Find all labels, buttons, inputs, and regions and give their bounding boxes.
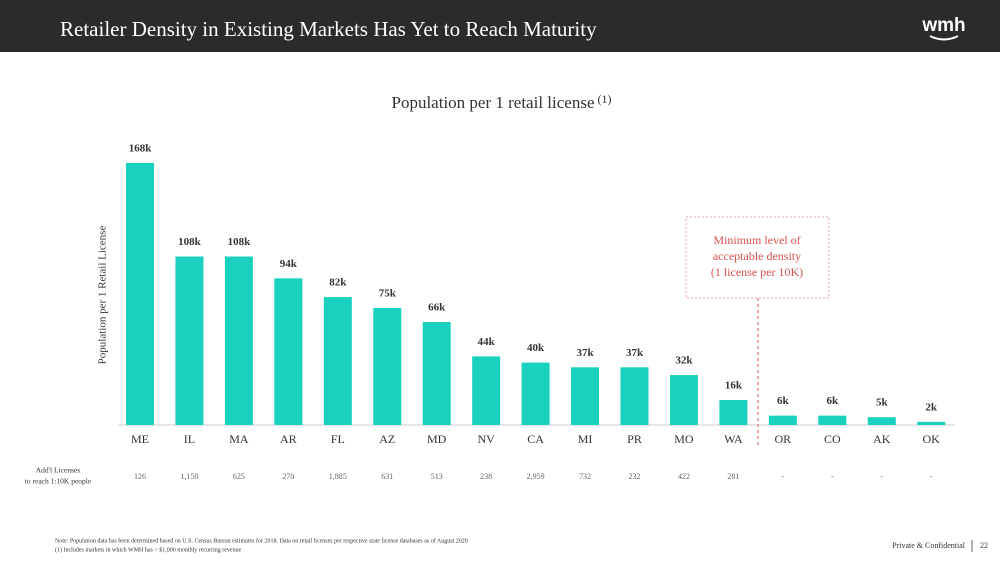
data-label: 37k [626, 347, 644, 359]
row-value: - [831, 472, 834, 481]
x-tick-label: MI [578, 432, 593, 446]
x-tick-label: WA [724, 432, 743, 446]
data-label: 75k [379, 288, 397, 300]
bar [521, 362, 550, 425]
data-label: 2k [925, 401, 938, 413]
data-label: 82k [329, 277, 347, 289]
x-tick-label: AZ [379, 432, 395, 446]
data-label: 40k [527, 342, 545, 354]
y-axis-label: Population per 1 Retail License [97, 226, 109, 365]
bar [719, 400, 748, 425]
x-tick-label: MD [427, 432, 447, 446]
confidential: Private & Confidential [892, 541, 966, 550]
annotation: acceptable density [713, 249, 801, 263]
data-label: 37k [576, 347, 594, 359]
row-label: Add'l Licenses [36, 466, 81, 475]
title-footnote: (1) [598, 92, 612, 106]
bar [768, 415, 797, 425]
bar [669, 375, 698, 425]
footnote: (1) Includes markets in which WMH has > … [55, 546, 242, 553]
bar [867, 417, 896, 425]
row-value: 270 [282, 472, 294, 481]
row-value: 1,885 [329, 472, 347, 481]
row-value: 732 [579, 472, 591, 481]
x-tick-label: NV [477, 432, 495, 446]
chart-title: Population per 1 retail license [392, 93, 595, 112]
row-value: 422 [678, 472, 690, 481]
row-value: 126 [134, 472, 146, 481]
bar [175, 256, 204, 425]
row-value: 232 [629, 472, 641, 481]
data-label: 5k [876, 397, 889, 409]
bar [620, 367, 649, 425]
row-value: - [880, 472, 883, 481]
footnote: Note: Population data has been determine… [55, 537, 468, 544]
data-label: 16k [725, 380, 743, 392]
x-tick-label: ME [131, 432, 149, 446]
header-title: Retailer Density in Existing Markets Has… [60, 17, 597, 41]
page-number: 22 [980, 541, 988, 550]
annotation: Minimum level of [713, 233, 800, 247]
x-tick-label: CA [527, 432, 544, 446]
bar [571, 367, 600, 425]
bar [274, 278, 303, 425]
bar [224, 256, 253, 425]
row-value: - [930, 472, 933, 481]
x-tick-label: OK [923, 432, 941, 446]
data-label: 32k [675, 355, 693, 367]
bar [472, 356, 501, 425]
x-tick-label: MA [229, 432, 249, 446]
bar [818, 415, 847, 425]
row-value: - [782, 472, 785, 481]
x-tick-label: MO [674, 432, 694, 446]
data-label: 108k [228, 236, 252, 248]
annotation: (1 license per 10K) [711, 265, 803, 279]
data-label: 108k [178, 236, 202, 248]
data-label: 6k [826, 395, 839, 407]
data-label: 6k [777, 395, 790, 407]
row-value: 625 [233, 472, 245, 481]
x-tick-label: CO [824, 432, 841, 446]
row-value: 513 [431, 472, 443, 481]
logo: wmh [921, 15, 965, 36]
bar [917, 421, 946, 425]
logo-smile [929, 35, 959, 41]
x-tick-label: AR [280, 432, 297, 446]
row-value: 238 [480, 472, 492, 481]
row-value: 281 [727, 472, 739, 481]
bar [323, 297, 352, 425]
row-value: 631 [381, 472, 393, 481]
data-label: 94k [280, 258, 298, 270]
x-tick-label: IL [184, 432, 195, 446]
bar [373, 308, 402, 425]
header-bar [0, 0, 1000, 52]
row-label: to reach 1:10K people [25, 477, 92, 486]
data-label: 66k [428, 302, 446, 314]
data-label: 168k [129, 142, 153, 154]
row-value: 2,959 [527, 472, 545, 481]
row-value: 1,150 [180, 472, 198, 481]
data-label: 44k [478, 336, 496, 348]
bar [126, 162, 154, 426]
x-tick-label: PR [627, 432, 642, 446]
x-tick-label: AK [873, 432, 891, 446]
x-tick-label: FL [331, 432, 345, 446]
bar [422, 322, 451, 425]
x-tick-label: OR [775, 432, 792, 446]
